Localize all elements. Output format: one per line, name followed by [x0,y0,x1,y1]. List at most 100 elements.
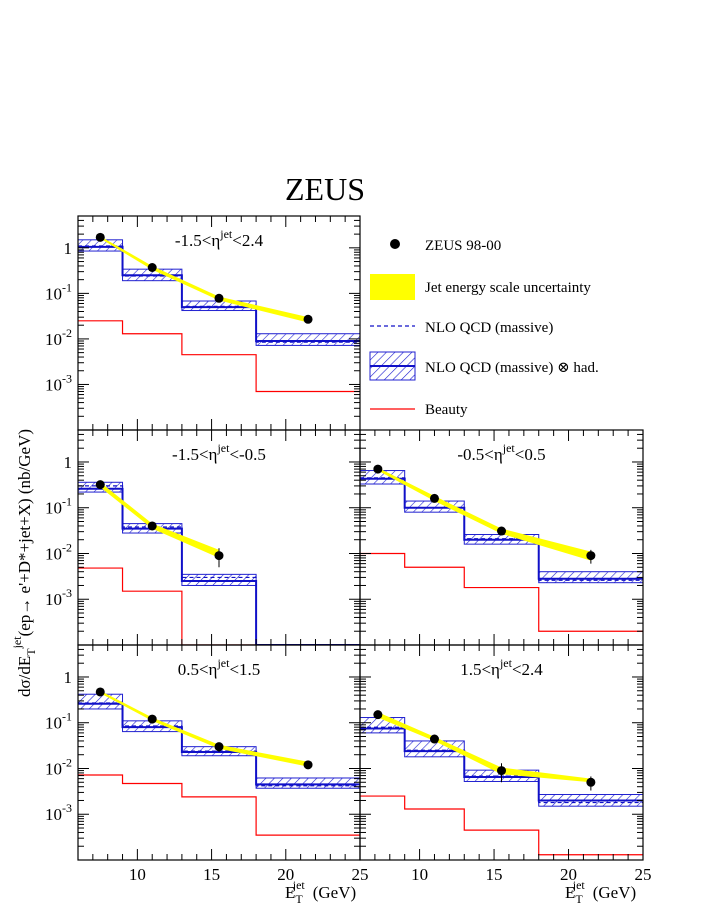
data-point [429,493,439,503]
plot-area [360,464,643,632]
data-point [147,262,157,272]
jes-band [377,467,591,561]
y-tick-label: 10-3 [45,801,72,824]
y-tick-label: 10-2 [45,540,72,563]
plot-area [78,480,360,645]
x-label-sup: jet [572,878,586,892]
y-tick-label: 10-2 [45,755,72,778]
y-tick-label: 10-3 [45,586,72,609]
data-point [497,526,506,536]
beauty-histogram [360,795,643,856]
beauty-histogram [78,774,360,836]
svg-text:dσ/dETjet(ep→ e'+D*+jet+X) (nb: dσ/dETjet(ep→ e'+D*+jet+X) (nb/GeV) [10,429,38,697]
y-tick-label: 10-1 [45,710,72,733]
panel-frame [77,429,361,646]
y-tick-label: 10-1 [45,280,72,303]
legend-nlohad-label: NLO QCD (massive) ⊗ had. [425,360,599,376]
y-label-rest: (ep→ e'+D*+jet+X) (nb/GeV) [15,429,34,636]
x-tick-label: 10 [411,865,428,884]
plot-area [360,710,643,856]
jes-band [100,690,309,767]
panel-frame [359,644,644,861]
y-tick-label: 10-1 [45,495,72,518]
data-point [214,551,224,561]
legend-data-label: ZEUS 98-00 [425,238,501,254]
legend: ZEUS 98-00 Jet energy scale uncertainty … [369,238,599,418]
panel-eta-label: 0.5<ηjet<1.5 [178,656,261,679]
y-axis-label: dσ/dETjet(ep→ e'+D*+jet+X) (nb/GeV) [10,429,38,697]
x-tick-label: 25 [352,865,369,884]
svg-text:ETjet(GeV): ETjet (GeV) [565,878,636,906]
svg-text:ETjet(GeV): ETjet (GeV) [285,878,356,906]
beauty-histogram [78,567,360,645]
x-label-main: E [285,883,295,902]
panel-bottom-right: 10 15 20 25 1.5<ηjet<2.4 [359,644,652,884]
nlo-had-band-bin [538,571,643,584]
legend-beauty-label: Beauty [425,402,468,418]
legend-jes-swatch [370,274,415,300]
figure-title: ZEUS [285,171,365,207]
beauty-histogram [360,552,643,632]
panel-top-left: 1 10-1 10-2 10-3 -1.5<ηjet<2.4 [45,215,361,431]
data-point [586,777,596,787]
x-tick-label: 15 [486,865,503,884]
data-point [303,760,313,770]
y-label-main: dσ/dE [15,656,34,697]
data-point [95,232,105,242]
nlo-had-band-bin [255,777,360,789]
data-point [147,714,157,724]
panel-middle-right: -0.5<ηjet<0.5 [359,429,644,646]
beauty-histogram [78,320,360,393]
nlo-had-histogram [360,727,643,802]
data-point [214,742,224,752]
x-label-sup: jet [292,878,306,892]
legend-jes-label: Jet energy scale uncertainty [425,280,591,296]
data-point [373,710,383,720]
panel-eta-label: -0.5<ηjet<0.5 [457,441,545,464]
x-tick-label: 15 [203,865,220,884]
x-label-sub: T [295,892,303,906]
x-label-main: E [565,883,575,902]
y-label-sup: jet [10,636,24,650]
plot-area [78,687,360,836]
nlo-had-band-bin [255,333,360,346]
x-tick-label: 20 [277,865,294,884]
nlo-had-band-bin [181,573,257,586]
y-tick-label: 10-2 [45,326,72,349]
jes-band [100,482,219,558]
x-tick-label: 20 [560,865,577,884]
x-tick-label: 10 [129,865,146,884]
nlo-had-histogram [78,487,360,645]
jes-band [100,236,309,323]
plot-area [78,232,360,393]
x-axis-label-right: ETjet (GeV) [565,878,636,906]
y-tick-label: 1 [64,668,73,687]
x-label-unit: (GeV) [313,883,356,902]
panel-middle-left: 1 10-1 10-2 10-3 -1.5<ηjet<-0.5 [45,429,361,646]
y-label-sub: T [24,648,38,656]
data-point [586,551,596,561]
x-label-unit: (GeV) [593,883,636,902]
panel-eta-label: -1.5<ηjet<2.4 [175,227,264,250]
y-tick-label: 1 [64,239,73,258]
data-point [95,687,105,697]
x-axis-label-left: ETjet (GeV) [285,878,356,906]
data-point [373,464,383,474]
nlo-had-histogram [78,702,360,786]
y-tick-label: 10-3 [45,371,72,394]
panel-eta-label: 1.5<ηjet<2.4 [460,656,543,679]
legend-nlo-label: NLO QCD (massive) [425,320,553,336]
data-point [429,734,439,744]
data-point [95,480,105,490]
panel-eta-label: -1.5<ηjet<-0.5 [172,441,266,464]
data-point [214,293,224,303]
data-point [303,314,313,324]
panel-bottom-left: 1 10-1 10-2 10-3 10 15 20 25 0.5<ηjet<1.5 [45,644,369,884]
legend-data-marker [390,239,400,249]
x-label-sub: T [575,892,583,906]
data-point [497,766,506,776]
y-tick-label: 1 [64,453,73,472]
data-point [147,521,157,531]
x-tick-label: 25 [635,865,652,884]
